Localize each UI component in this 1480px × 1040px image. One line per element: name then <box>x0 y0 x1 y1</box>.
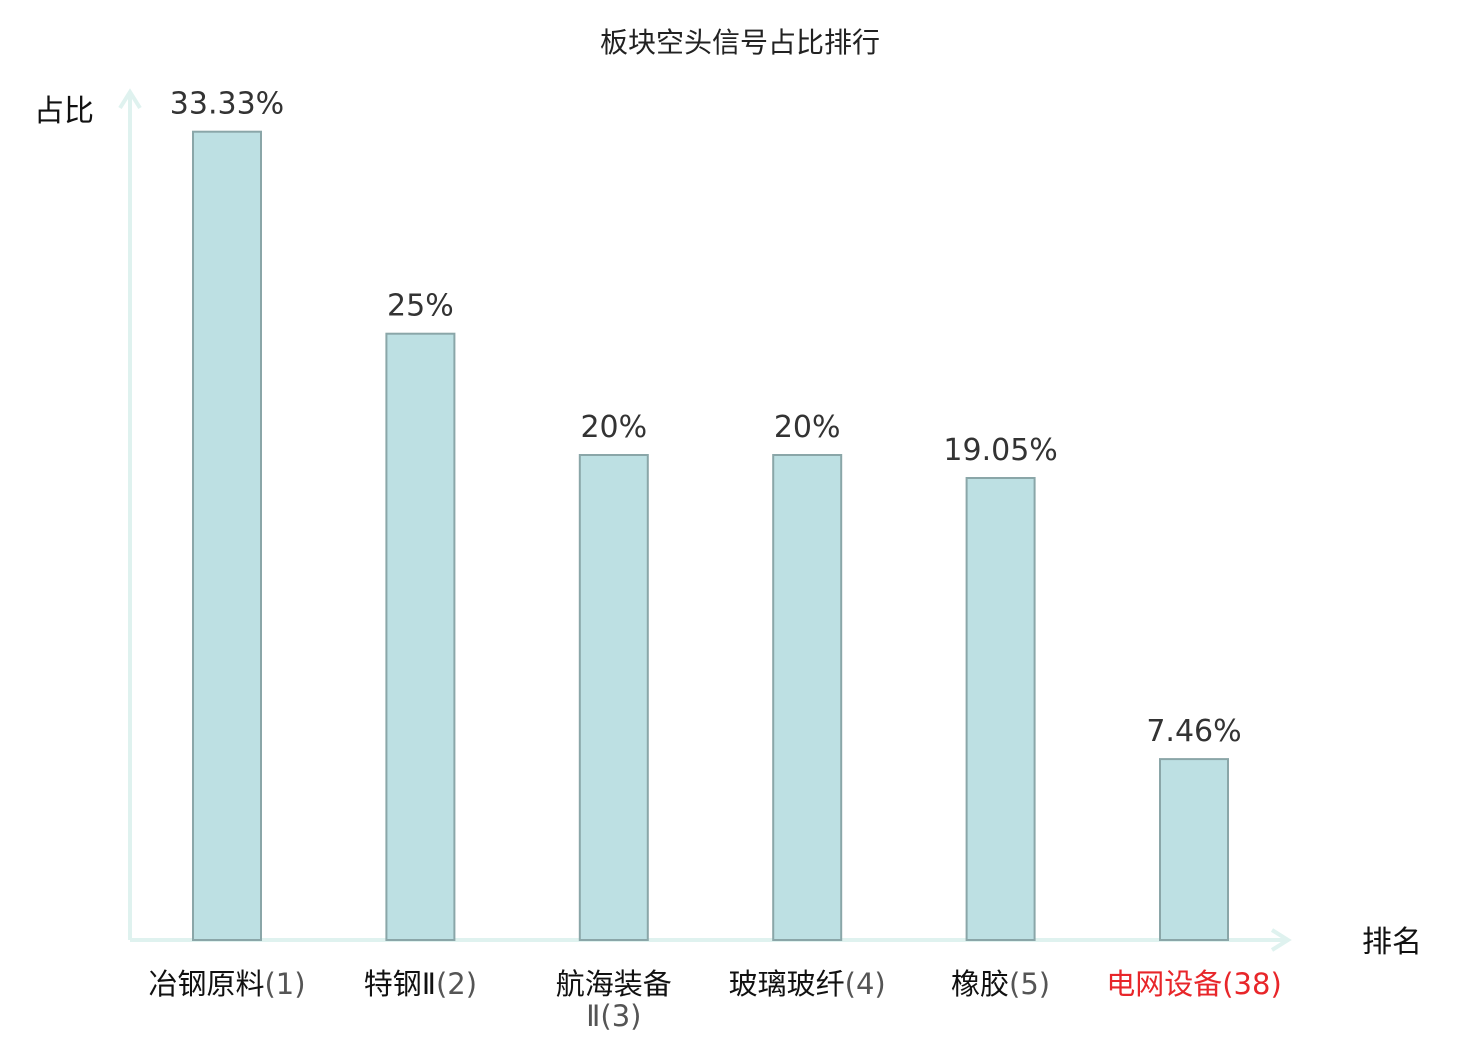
bar-6 <box>1159 758 1229 941</box>
value-label-6: 7.46% <box>1146 714 1241 749</box>
category-label-4: 玻璃玻纤(4) <box>729 967 886 1001</box>
category-rank: (4) <box>845 967 886 1001</box>
category-label-3-line2: Ⅱ(3) <box>586 999 641 1033</box>
x-axis-label: 排名 <box>1362 925 1422 960</box>
y-axis-label: 占比 <box>34 94 94 129</box>
value-label-2: 25% <box>387 289 454 324</box>
category-label-5: 橡胶(5) <box>951 967 1050 1001</box>
category-name: 航海装备 <box>556 967 672 1001</box>
bar-1 <box>192 130 262 941</box>
category-label-1: 冶钢原料(1) <box>148 967 305 1001</box>
bar-4 <box>772 454 843 941</box>
value-label-3: 20% <box>580 410 647 445</box>
category-label-2: 特钢Ⅱ(2) <box>364 967 477 1001</box>
category-label-3: 航海装备 <box>556 967 672 1001</box>
bar-3 <box>578 454 649 941</box>
value-label-5: 19.05% <box>943 433 1057 468</box>
category-name: 冶钢原料 <box>148 967 264 1001</box>
category-rank: (1) <box>264 967 305 1001</box>
value-label-1: 33.33% <box>170 87 284 122</box>
category-name: 电网设备 <box>1106 967 1222 1001</box>
x-axis-arrow-icon <box>1270 928 1292 952</box>
category-name: 橡胶 <box>951 967 1009 1001</box>
category-label-6: 电网设备(38) <box>1106 967 1282 1001</box>
chart-title: 板块空头信号占比排行 <box>600 26 880 59</box>
value-label-4: 20% <box>774 410 841 445</box>
category-name: 特钢Ⅱ <box>364 967 436 1001</box>
category-rank: (5) <box>1009 967 1050 1001</box>
bar-2 <box>385 332 456 941</box>
bar-5 <box>965 477 1036 941</box>
bars-group <box>192 130 1229 941</box>
category-rank: (38) <box>1222 967 1282 1001</box>
value-labels-group: 33.33% 25% 20% 20% 19.05% 7.46% <box>170 87 1242 749</box>
category-name: 玻璃玻纤 <box>729 967 845 1001</box>
category-rank: (2) <box>436 967 477 1001</box>
y-axis-arrow-icon <box>118 88 142 110</box>
